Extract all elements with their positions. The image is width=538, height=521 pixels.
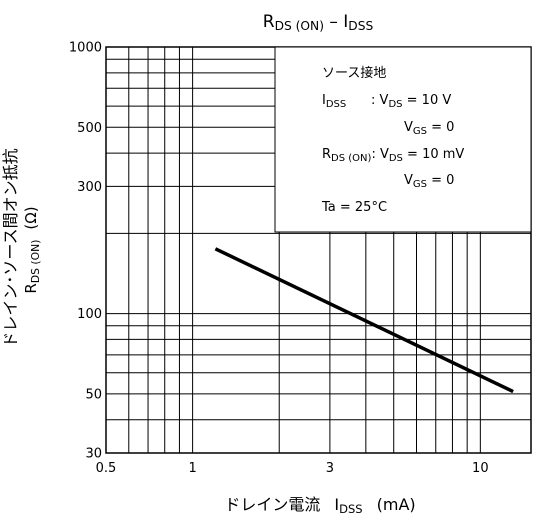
y-tick-label: 500 — [77, 121, 102, 136]
condition-line: IDSS : VDS = 10 V — [322, 93, 451, 110]
y-axis-label-line2: RDS (ON)(Ω) — [22, 206, 42, 293]
condition-text: = 0 — [427, 173, 454, 188]
condition-subscript: DS — [388, 99, 402, 110]
y-tick-label: 100 — [77, 307, 102, 322]
x-axis-label: ドレイン電流 IDSS (mA) — [224, 495, 415, 516]
condition-line: Ta = 25°C — [321, 200, 387, 215]
y-tick-label: 50 — [85, 387, 102, 402]
x-tick-label: 1 — [188, 461, 196, 476]
x-tick-label: 0.5 — [96, 461, 117, 476]
tick-labels: 0.5 1 3 10 1000 500 300 100 50 30 — [69, 41, 489, 477]
condition-text: R — [322, 147, 331, 162]
x-tick-label: 10 — [472, 461, 489, 476]
condition-text: = 0 — [427, 120, 454, 135]
condition-text: Ta = 25°C — [321, 200, 387, 215]
y-tick-label: 300 — [77, 180, 102, 195]
condition-subscript: DS (ON) — [331, 153, 371, 164]
series-line — [214, 247, 514, 394]
conditions-panel — [274, 46, 532, 233]
y-tick-label: 30 — [85, 447, 102, 462]
condition-text: = 10 mV — [403, 147, 464, 162]
condition-line: RDS (ON): VDS = 10 mV — [322, 147, 464, 164]
conditions-heading: ソース接地 — [322, 65, 386, 81]
condition-subscript: DS — [389, 153, 403, 164]
y-axis-label-line1: ドレイン･ソース間オン抵抗 — [1, 148, 20, 347]
condition-subscript: DSS — [326, 99, 346, 110]
condition-subscript: GS — [413, 179, 427, 190]
condition-text: V — [404, 120, 413, 135]
condition-subscript: GS — [413, 126, 427, 137]
x-tick-label: 3 — [326, 461, 334, 476]
condition-text: : V — [371, 147, 389, 162]
chart-title: RDS (ON) – IDSS — [263, 12, 374, 33]
series — [214, 247, 514, 394]
y-tick-label: 1000 — [69, 41, 102, 56]
condition-text: : V — [346, 93, 388, 108]
condition-text: I — [322, 93, 326, 108]
condition-line: VGS = 0 — [404, 120, 454, 137]
condition-text: V — [404, 173, 413, 188]
condition-line: VGS = 0 — [404, 173, 454, 190]
condition-text: = 10 V — [403, 93, 452, 108]
